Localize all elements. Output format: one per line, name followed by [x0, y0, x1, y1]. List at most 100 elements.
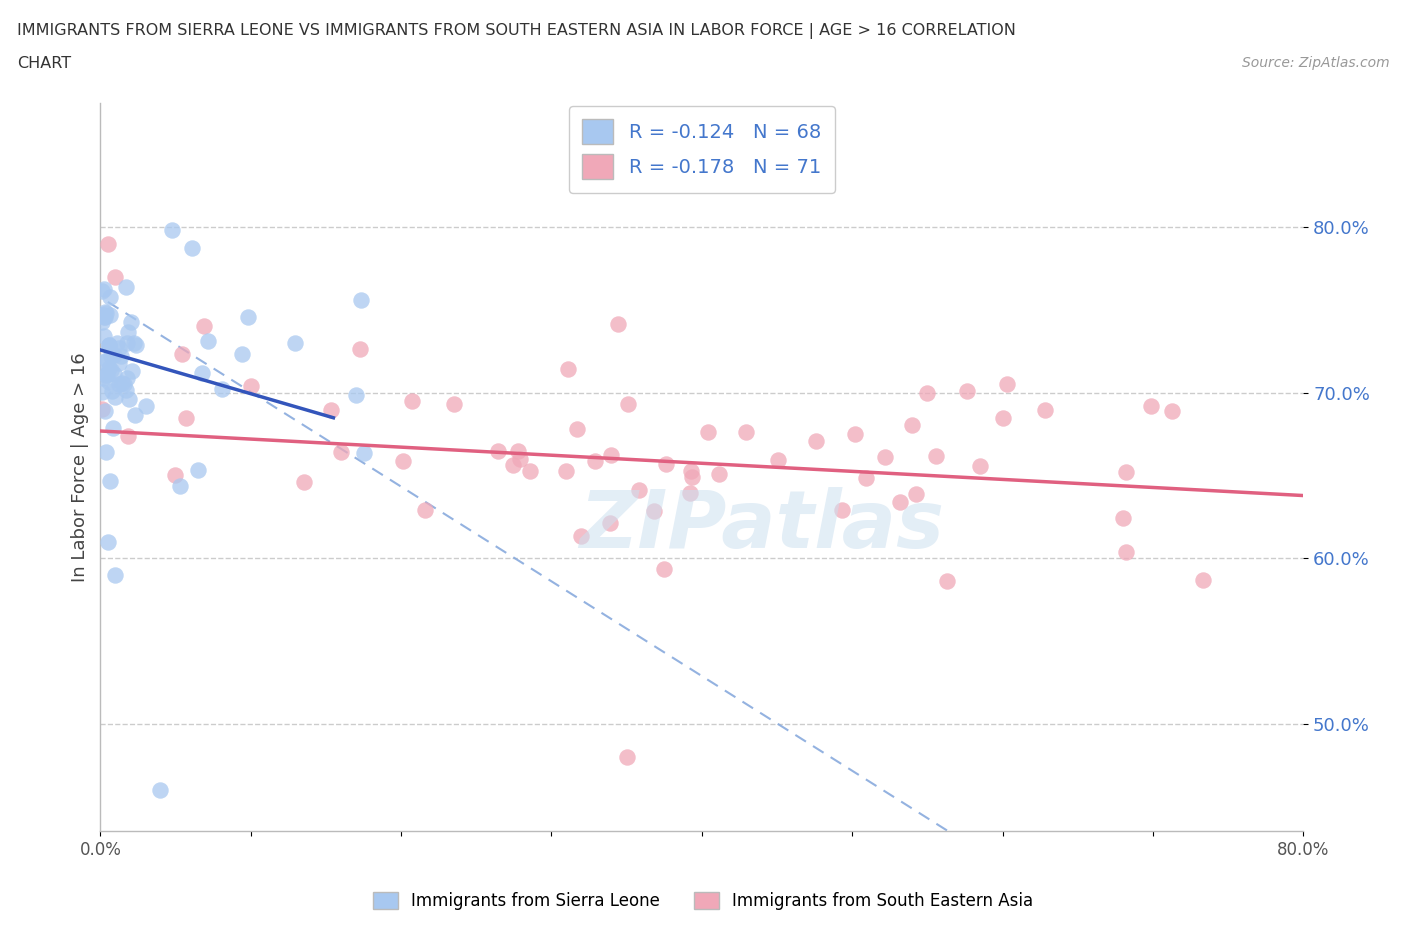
Point — [917, 386, 939, 401]
Point — [401, 393, 423, 408]
Point — [353, 445, 375, 460]
Point — [115, 336, 138, 351]
Point — [1115, 464, 1137, 479]
Point — [696, 425, 718, 440]
Text: Source: ZipAtlas.com: Source: ZipAtlas.com — [1241, 56, 1389, 70]
Point — [90, 284, 112, 299]
Point — [679, 464, 702, 479]
Point — [187, 463, 209, 478]
Point — [103, 366, 125, 381]
Point — [94, 367, 117, 382]
Point — [506, 444, 529, 458]
Point — [766, 453, 789, 468]
Point — [97, 339, 120, 353]
Point — [519, 463, 541, 478]
Point — [112, 377, 135, 392]
Point — [93, 404, 115, 418]
Point — [149, 783, 172, 798]
Point — [231, 347, 253, 362]
Point — [925, 448, 948, 463]
Point — [509, 452, 531, 467]
Point — [103, 348, 125, 363]
Point — [93, 328, 115, 343]
Point — [100, 289, 122, 304]
Point — [831, 502, 853, 517]
Point — [679, 485, 702, 500]
Point — [900, 418, 922, 432]
Point — [97, 375, 120, 390]
Point — [118, 392, 141, 406]
Point — [97, 361, 120, 376]
Point — [350, 293, 373, 308]
Point — [197, 333, 219, 348]
Point — [93, 305, 115, 320]
Point — [599, 515, 621, 530]
Point — [627, 483, 650, 498]
Point — [555, 463, 578, 478]
Point — [98, 307, 121, 322]
Point — [97, 236, 120, 251]
Point — [681, 470, 703, 485]
Point — [643, 503, 665, 518]
Point — [169, 478, 191, 493]
Point — [96, 366, 118, 381]
Point — [193, 318, 215, 333]
Point — [170, 347, 193, 362]
Point — [346, 388, 368, 403]
Point — [104, 270, 127, 285]
Point — [108, 377, 131, 392]
Point — [121, 314, 143, 329]
Text: CHART: CHART — [17, 56, 70, 71]
Point — [115, 370, 138, 385]
Point — [1115, 545, 1137, 560]
Point — [181, 241, 204, 256]
Point — [101, 384, 124, 399]
Point — [94, 445, 117, 459]
Point — [98, 473, 121, 488]
Point — [617, 396, 640, 411]
Point — [176, 411, 198, 426]
Point — [583, 453, 606, 468]
Point — [991, 410, 1014, 425]
Point — [107, 356, 129, 371]
Point — [97, 337, 120, 352]
Point — [91, 385, 114, 400]
Text: IMMIGRANTS FROM SIERRA LEONE VS IMMIGRANTS FROM SOUTH EASTERN ASIA IN LABOR FORC: IMMIGRANTS FROM SIERRA LEONE VS IMMIGRAN… — [17, 23, 1015, 39]
Point — [103, 420, 125, 435]
Point — [1160, 404, 1182, 418]
Point — [104, 567, 127, 582]
Point — [292, 475, 315, 490]
Point — [236, 310, 259, 325]
Point — [91, 402, 114, 417]
Point — [569, 528, 592, 543]
Point — [443, 397, 465, 412]
Point — [239, 379, 262, 393]
Point — [97, 535, 120, 550]
Point — [121, 364, 143, 379]
Y-axis label: In Labor Force | Age > 16: In Labor Force | Age > 16 — [72, 352, 89, 582]
Point — [1139, 399, 1161, 414]
Point — [135, 398, 157, 413]
Point — [190, 365, 212, 380]
Legend: Immigrants from Sierra Leone, Immigrants from South Eastern Asia: Immigrants from Sierra Leone, Immigrants… — [367, 885, 1039, 917]
Point — [100, 363, 122, 378]
Legend: R = -0.124   N = 68, R = -0.178   N = 71: R = -0.124 N = 68, R = -0.178 N = 71 — [569, 106, 835, 193]
Point — [96, 352, 118, 367]
Point — [108, 340, 131, 355]
Point — [91, 314, 114, 329]
Point — [488, 444, 510, 458]
Point — [125, 338, 148, 352]
Point — [652, 561, 675, 576]
Point — [1192, 572, 1215, 587]
Point — [93, 310, 115, 325]
Point — [735, 425, 758, 440]
Point — [844, 426, 866, 441]
Point — [707, 467, 730, 482]
Point — [969, 458, 991, 473]
Point — [321, 403, 343, 418]
Point — [600, 447, 623, 462]
Point — [114, 382, 136, 397]
Point — [90, 354, 112, 369]
Point — [855, 471, 877, 485]
Point — [1111, 511, 1133, 525]
